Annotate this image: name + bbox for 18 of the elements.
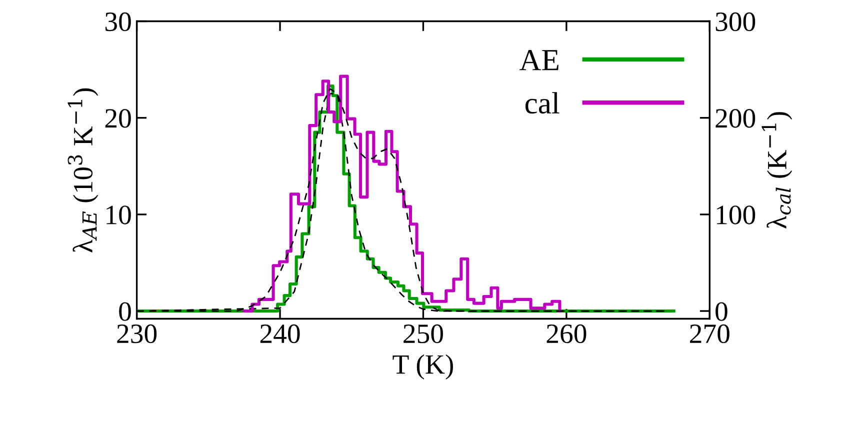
legend-label: AE (520, 50, 558, 70)
y2-tick-label: 0 (716, 302, 728, 321)
y2-tick-label: 300 (716, 12, 756, 32)
x-tick-label: 270 (690, 324, 730, 344)
y2-tick-label: 100 (716, 206, 756, 224)
x-tick-label: 240 (260, 324, 300, 344)
y-tick-label: 10 (106, 206, 131, 224)
legend-label: cal (525, 92, 560, 114)
y2-tick-label: 200 (716, 109, 756, 128)
y-axis-title: λ$_{AE}$ (10$^{3}$ K$^{−1}$) (68, 88, 98, 252)
x-axis-title: T (K) (392, 354, 453, 380)
x-tick-label: 250 (404, 324, 443, 344)
x-tick-label: 260 (546, 324, 586, 344)
y-tick-label: 30 (105, 12, 131, 32)
y-tick-label: 0 (119, 302, 131, 321)
y2-axis-title: λ$_{cal}$ (K$^{−1}$) (762, 112, 792, 228)
y-tick-label: 20 (105, 109, 131, 128)
x-tick-label: 230 (117, 324, 157, 344)
